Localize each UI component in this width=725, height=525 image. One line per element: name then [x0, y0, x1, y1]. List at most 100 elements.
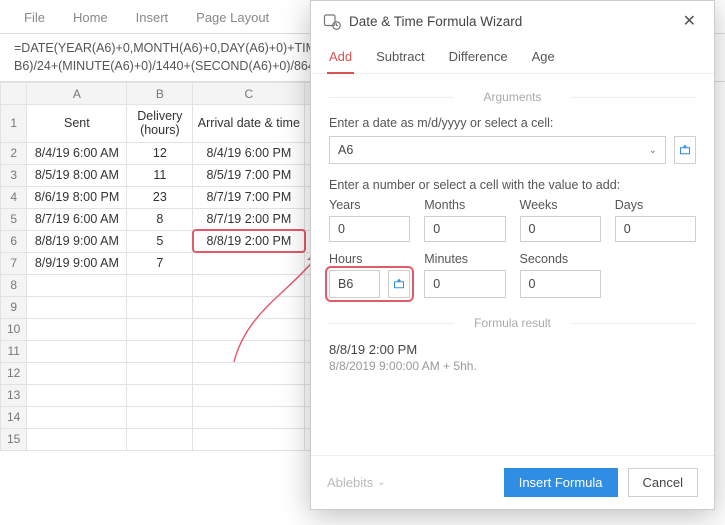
cell[interactable]: [27, 362, 127, 384]
row-header[interactable]: 3: [1, 164, 27, 186]
row-header[interactable]: 2: [1, 142, 27, 164]
ribbon-tab-insert[interactable]: Insert: [136, 10, 169, 25]
label-months: Months: [424, 198, 505, 212]
row-header[interactable]: 5: [1, 208, 27, 230]
cell[interactable]: [193, 296, 305, 318]
months-input[interactable]: 0: [424, 216, 505, 242]
cell[interactable]: 8/8/19 9:00 AM: [27, 230, 127, 252]
ribbon-tab-file[interactable]: File: [24, 10, 45, 25]
cell-c1[interactable]: Arrival date & time: [193, 105, 305, 143]
cell[interactable]: [193, 406, 305, 428]
row-header[interactable]: 14: [1, 406, 27, 428]
prompt-date: Enter a date as m/d/yyyy or select a cel…: [329, 116, 696, 130]
cell[interactable]: 8/9/19 9:00 AM: [27, 252, 127, 274]
cell[interactable]: 8/4/19 6:00 PM: [193, 142, 305, 164]
wizard-dialog: Date & Time Formula Wizard ✕ Add Subtrac…: [310, 0, 715, 510]
cell[interactable]: [27, 340, 127, 362]
cell-a1[interactable]: Sent: [27, 105, 127, 143]
cell[interactable]: 8/7/19 2:00 PM: [193, 208, 305, 230]
cell[interactable]: 8/5/19 8:00 AM: [27, 164, 127, 186]
cell[interactable]: [127, 384, 193, 406]
days-input[interactable]: 0: [615, 216, 696, 242]
weeks-input[interactable]: 0: [520, 216, 601, 242]
cell[interactable]: 11: [127, 164, 193, 186]
tab-age[interactable]: Age: [530, 43, 557, 73]
label-minutes: Minutes: [424, 252, 505, 266]
corner-cell[interactable]: [1, 83, 27, 105]
cell[interactable]: [127, 362, 193, 384]
years-input[interactable]: 0: [329, 216, 410, 242]
cell[interactable]: [193, 318, 305, 340]
col-header-c[interactable]: C: [193, 83, 305, 105]
row-header[interactable]: 12: [1, 362, 27, 384]
cell[interactable]: 8/6/19 8:00 PM: [27, 186, 127, 208]
row-header[interactable]: 1: [1, 105, 27, 143]
row-header[interactable]: 15: [1, 428, 27, 450]
row-header[interactable]: 13: [1, 384, 27, 406]
tab-difference[interactable]: Difference: [447, 43, 510, 73]
col-header-a[interactable]: A: [27, 83, 127, 105]
cell[interactable]: 8/5/19 7:00 PM: [193, 164, 305, 186]
row-header[interactable]: 4: [1, 186, 27, 208]
cell[interactable]: 8/8/19 2:00 PM: [193, 230, 305, 252]
date-input[interactable]: A6 ⌄: [329, 136, 666, 164]
cell[interactable]: 8/7/19 7:00 PM: [193, 186, 305, 208]
col-header-b[interactable]: B: [127, 83, 193, 105]
cell[interactable]: [27, 274, 127, 296]
calendar-clock-icon: [323, 12, 341, 30]
label-weeks: Weeks: [520, 198, 601, 212]
result-sub: 8/8/2019 9:00:00 AM + 5hh.: [329, 359, 696, 373]
prompt-value: Enter a number or select a cell with the…: [329, 178, 696, 192]
cell[interactable]: 7: [127, 252, 193, 274]
cell[interactable]: 8: [127, 208, 193, 230]
row-header[interactable]: 7: [1, 252, 27, 274]
cell[interactable]: [127, 296, 193, 318]
cell[interactable]: [27, 384, 127, 406]
cell[interactable]: [193, 428, 305, 450]
cell[interactable]: [27, 428, 127, 450]
row-header[interactable]: 6: [1, 230, 27, 252]
cell[interactable]: 23: [127, 186, 193, 208]
brand-label[interactable]: Ablebits ⌄: [327, 475, 386, 490]
row-header[interactable]: 9: [1, 296, 27, 318]
ribbon-tab-pagelayout[interactable]: Page Layout: [196, 10, 269, 25]
close-button[interactable]: ✕: [677, 9, 702, 33]
label-seconds: Seconds: [520, 252, 601, 266]
tab-add[interactable]: Add: [327, 43, 354, 74]
hours-input[interactable]: B6: [329, 270, 380, 298]
cell[interactable]: [193, 340, 305, 362]
cell[interactable]: [27, 406, 127, 428]
cell[interactable]: [27, 318, 127, 340]
cell[interactable]: [127, 428, 193, 450]
insert-formula-button[interactable]: Insert Formula: [504, 468, 618, 497]
row-header[interactable]: 8: [1, 274, 27, 296]
cell-b1[interactable]: Delivery (hours): [127, 105, 193, 143]
cell-picker-button[interactable]: [674, 136, 696, 164]
cell[interactable]: [127, 340, 193, 362]
cell[interactable]: 8/4/19 6:00 AM: [27, 142, 127, 164]
cell[interactable]: [127, 318, 193, 340]
cell[interactable]: [127, 406, 193, 428]
dialog-titlebar: Date & Time Formula Wizard ✕: [311, 1, 714, 39]
tab-subtract[interactable]: Subtract: [374, 43, 426, 73]
result-main: 8/8/19 2:00 PM: [329, 342, 696, 357]
cell[interactable]: 12: [127, 142, 193, 164]
label-hours: Hours: [329, 252, 410, 266]
minutes-input[interactable]: 0: [424, 270, 505, 298]
cancel-button[interactable]: Cancel: [628, 468, 698, 497]
cell[interactable]: [193, 274, 305, 296]
row-header[interactable]: 10: [1, 318, 27, 340]
label-days: Days: [615, 198, 696, 212]
cell[interactable]: [127, 274, 193, 296]
cell[interactable]: [193, 362, 305, 384]
cell[interactable]: 8/7/19 6:00 AM: [27, 208, 127, 230]
row-header[interactable]: 11: [1, 340, 27, 362]
cell[interactable]: [193, 384, 305, 406]
cell[interactable]: [27, 296, 127, 318]
hours-cell-picker[interactable]: [388, 270, 410, 298]
ribbon-tab-home[interactable]: Home: [73, 10, 108, 25]
section-result-label: Formula result: [329, 316, 696, 330]
cell[interactable]: 5: [127, 230, 193, 252]
seconds-input[interactable]: 0: [520, 270, 601, 298]
cell[interactable]: [193, 252, 305, 274]
